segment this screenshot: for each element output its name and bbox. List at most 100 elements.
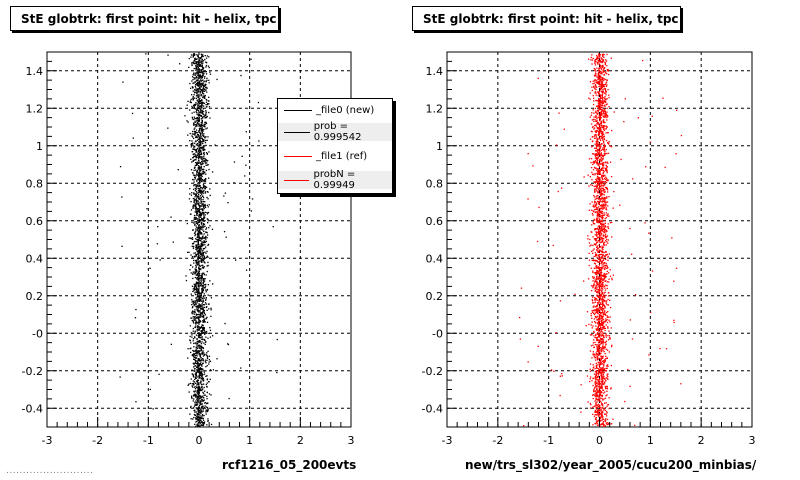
data-point: [599, 108, 602, 110]
data-point: [201, 90, 203, 92]
data-point: [203, 338, 205, 341]
data-point: [197, 295, 200, 297]
data-point: [594, 174, 596, 176]
data-point: [205, 139, 207, 142]
data-point: [196, 173, 198, 176]
data-point: [600, 319, 603, 321]
data-point: [201, 65, 203, 68]
data-point: [200, 400, 202, 402]
data-point: [591, 259, 593, 261]
data-point: [194, 260, 197, 262]
data-point: [598, 67, 600, 69]
data-point: [593, 97, 595, 99]
data-point: [591, 131, 593, 133]
data-point: [200, 326, 203, 329]
data-point: [206, 250, 208, 253]
data-point: [200, 254, 203, 256]
data-point: [203, 397, 205, 399]
data-point: [192, 354, 194, 357]
data-point: [198, 146, 200, 148]
data-point: [602, 275, 605, 277]
data-point: [199, 363, 202, 365]
data-point: [194, 292, 196, 294]
data-point: [200, 398, 203, 400]
data-point: [194, 319, 196, 321]
data-point: [599, 116, 601, 119]
data-point: [596, 158, 598, 160]
data-point: [602, 423, 604, 425]
data-point: [600, 146, 602, 148]
data-point: [189, 193, 191, 195]
data-point: [202, 84, 204, 86]
data-point: [224, 192, 226, 194]
data-point: [203, 166, 205, 168]
data-point: [197, 134, 199, 136]
data-point: [202, 267, 204, 269]
data-point: [600, 307, 602, 310]
data-point: [598, 83, 600, 85]
data-point: [605, 169, 607, 171]
data-point: [593, 302, 595, 304]
data-point: [193, 416, 195, 419]
data-point: [197, 178, 199, 180]
y-tick-label: 0.2: [26, 290, 44, 303]
data-point: [601, 403, 603, 406]
data-point: [601, 371, 603, 373]
data-point: [606, 187, 608, 189]
data-point: [132, 137, 134, 139]
data-point: [207, 103, 209, 106]
data-point: [204, 58, 206, 61]
data-point: [202, 408, 204, 410]
data-point: [196, 350, 198, 352]
data-point: [206, 55, 209, 57]
data-point: [606, 319, 608, 321]
data-point: [202, 101, 204, 103]
data-point: [198, 322, 200, 324]
data-point: [592, 311, 594, 313]
data-point: [196, 212, 199, 214]
data-point: [199, 129, 201, 132]
data-point: [191, 86, 193, 88]
data-point: [240, 74, 242, 77]
data-point: [195, 157, 197, 159]
data-point: [195, 151, 197, 153]
data-point: [202, 220, 204, 222]
data-point: [197, 335, 199, 337]
data-point: [604, 320, 606, 322]
data-point: [195, 221, 197, 223]
data-point: [589, 378, 591, 380]
data-point: [192, 290, 194, 293]
data-point: [202, 350, 204, 352]
data-point: [198, 234, 200, 236]
data-point: [191, 373, 193, 375]
data-point: [199, 409, 201, 411]
data-point: [602, 109, 604, 111]
data-point: [201, 62, 203, 64]
data-point: [591, 126, 594, 129]
data-point: [600, 387, 602, 390]
data-point: [205, 111, 207, 113]
data-point: [195, 193, 197, 195]
data-point: [194, 395, 197, 397]
data-point: [600, 277, 602, 279]
data-point: [596, 378, 598, 380]
data-point: [598, 170, 600, 172]
data-point: [198, 144, 200, 146]
data-point: [195, 254, 197, 256]
data-point: [592, 351, 594, 353]
data-point: [198, 260, 200, 262]
data-point: [201, 242, 203, 244]
data-point: [205, 406, 208, 408]
data-point: [603, 242, 605, 245]
data-point: [206, 359, 208, 361]
data-point: [204, 171, 206, 173]
data-point: [199, 368, 202, 370]
data-point: [198, 387, 200, 389]
data-point: [192, 382, 195, 385]
data-point: [604, 235, 606, 237]
data-point: [598, 282, 601, 284]
data-point: [195, 132, 197, 134]
data-point: [200, 153, 203, 156]
data-point: [199, 227, 201, 230]
data-point: [198, 84, 200, 86]
